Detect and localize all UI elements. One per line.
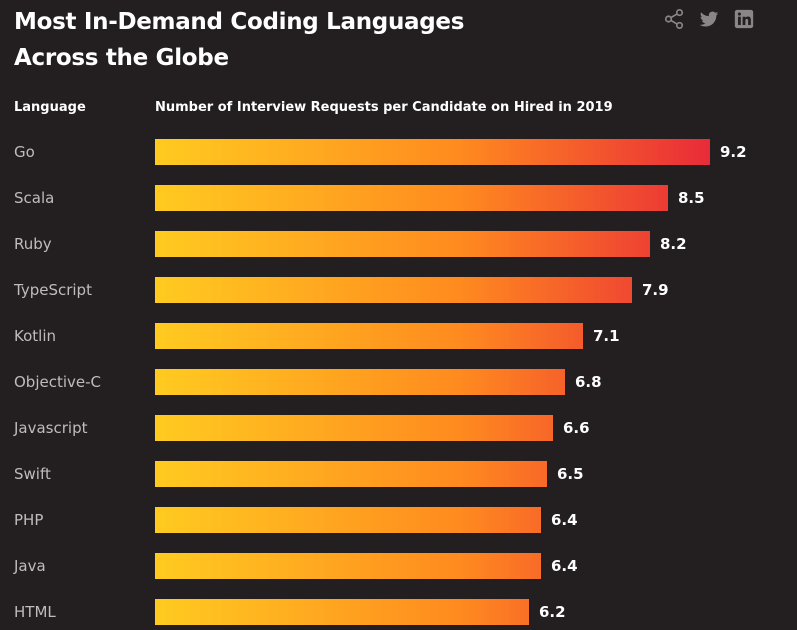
value-label: 6.5 xyxy=(557,465,584,483)
chart-title: Most In-Demand Coding Languages Across t… xyxy=(14,4,574,76)
chart-title-line-1: Most In-Demand Coding Languages xyxy=(14,9,465,35)
bar-kotlin[interactable] xyxy=(155,323,583,349)
bar-php[interactable] xyxy=(155,507,541,533)
bar-objective-c[interactable] xyxy=(155,369,565,395)
value-label: 9.2 xyxy=(720,143,747,161)
language-label: Javascript xyxy=(13,419,88,437)
chart-title-line-2: Across the Globe xyxy=(14,45,229,71)
value-label: 6.8 xyxy=(575,373,602,391)
language-label: Java xyxy=(13,557,46,575)
value-label: 6.4 xyxy=(551,557,578,575)
share-bar xyxy=(663,8,755,30)
value-label: 6.4 xyxy=(551,511,578,529)
language-label: Ruby xyxy=(14,235,52,253)
bar-html[interactable] xyxy=(155,599,529,625)
share-icon[interactable] xyxy=(663,8,685,30)
bar-swift[interactable] xyxy=(155,461,547,487)
language-label: PHP xyxy=(14,511,43,529)
language-column-header: Language xyxy=(14,100,86,115)
language-label: HTML xyxy=(14,603,56,621)
value-label: 6.2 xyxy=(539,603,566,621)
value-label: 8.5 xyxy=(678,189,705,207)
value-label: 7.9 xyxy=(642,281,669,299)
language-label: Go xyxy=(14,143,35,161)
language-label: Objective-C xyxy=(14,373,101,391)
bar-ruby[interactable] xyxy=(155,231,650,257)
bar-javascript[interactable] xyxy=(155,415,553,441)
value-label: 6.6 xyxy=(563,419,590,437)
language-label: TypeScript xyxy=(13,281,92,299)
value-label: 7.1 xyxy=(593,327,620,345)
linkedin-icon[interactable] xyxy=(733,8,755,30)
language-label: Kotlin xyxy=(14,327,56,345)
language-label: Swift xyxy=(14,465,51,483)
bar-go[interactable] xyxy=(155,139,710,165)
metric-column-header: Number of Interview Requests per Candida… xyxy=(155,100,613,115)
bar-scala[interactable] xyxy=(155,185,668,211)
bar-java[interactable] xyxy=(155,553,541,579)
bar-typescript[interactable] xyxy=(155,277,632,303)
language-label: Scala xyxy=(14,189,54,207)
twitter-icon[interactable] xyxy=(698,8,720,30)
value-label: 8.2 xyxy=(660,235,687,253)
